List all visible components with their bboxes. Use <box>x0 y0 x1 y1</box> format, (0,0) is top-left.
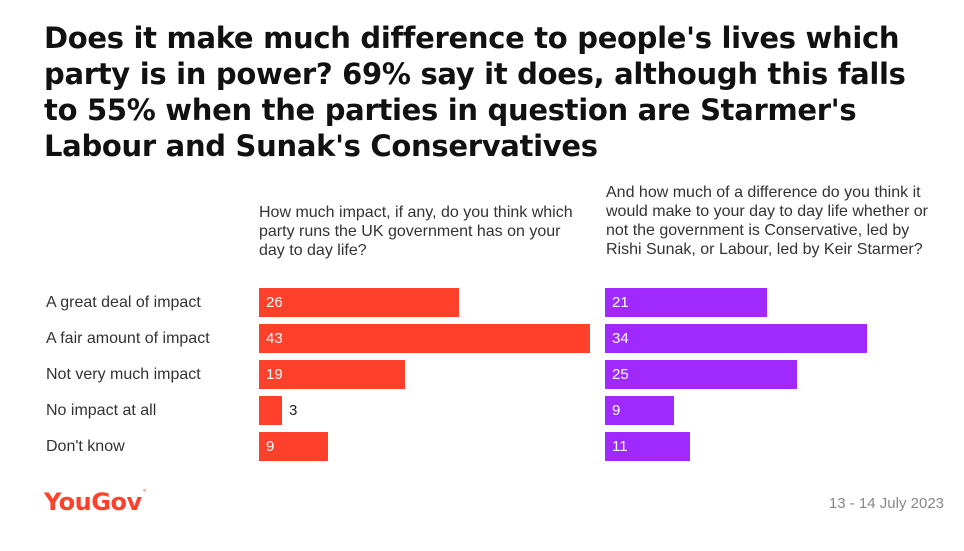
bar-series2 <box>605 324 867 353</box>
bar-value-label: 43 <box>266 330 283 347</box>
bar-series1 <box>259 396 282 425</box>
survey-date: 13 - 14 July 2023 <box>828 495 944 512</box>
bar-value-label: 19 <box>266 366 283 383</box>
category-label: A fair amount of impact <box>46 330 210 347</box>
yougov-logo: YouGov° <box>44 488 147 516</box>
bar-series1 <box>259 324 590 353</box>
bar-value-label: 25 <box>612 366 629 383</box>
bar-series1 <box>259 360 405 389</box>
chart-title: Does it make much difference to people's… <box>44 21 906 163</box>
bar-series2 <box>605 396 674 425</box>
bar-value-label: 11 <box>612 438 628 455</box>
bar-series2 <box>605 360 797 389</box>
bar-value-label: 26 <box>266 294 283 311</box>
category-label: Don't know <box>46 438 125 455</box>
bar-series2 <box>605 432 690 461</box>
bar-value-label: 9 <box>612 402 621 419</box>
logo-text: YouGov <box>44 488 142 516</box>
bar-value-label: 9 <box>266 438 275 455</box>
bar-series1 <box>259 288 459 317</box>
logo-mark: ° <box>142 488 147 497</box>
question-2-text: And how much of a difference do you thin… <box>606 184 928 258</box>
bar-value-label: 3 <box>289 402 298 419</box>
question-1-text: How much impact, if any, do you think wh… <box>259 204 573 259</box>
category-label: Not very much impact <box>46 366 201 383</box>
bar-value-label: 21 <box>612 294 629 311</box>
bar-series2 <box>605 288 767 317</box>
bar-value-label: 34 <box>612 330 629 347</box>
category-label: No impact at all <box>46 402 157 419</box>
category-label: A great deal of impact <box>46 294 201 311</box>
bar-series1 <box>259 432 328 461</box>
